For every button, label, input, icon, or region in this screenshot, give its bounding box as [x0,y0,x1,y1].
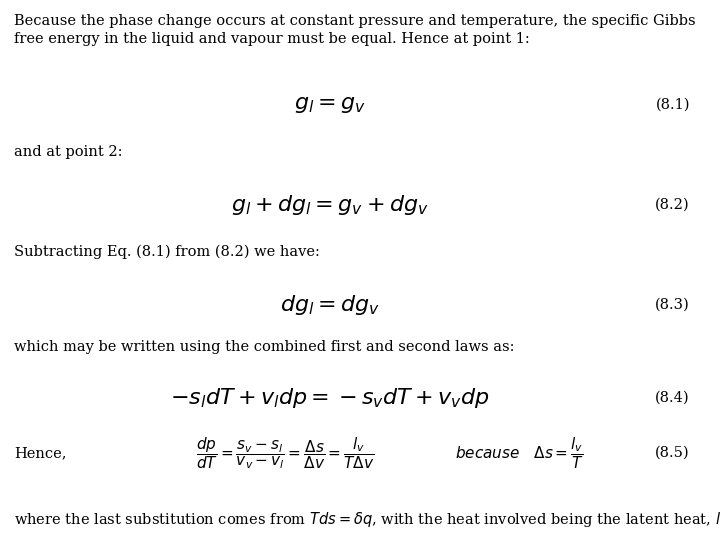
Text: (8.5): (8.5) [655,446,690,460]
Text: $because \quad \Delta s = \dfrac{l_v}{T}$: $because \quad \Delta s = \dfrac{l_v}{T}… [456,435,585,471]
Text: (8.2): (8.2) [655,198,690,212]
Text: (8.3): (8.3) [655,298,690,312]
Text: (8.1): (8.1) [655,98,690,112]
Text: Because the phase change occurs at constant pressure and temperature, the specif: Because the phase change occurs at const… [14,14,696,28]
Text: Subtracting Eq. (8.1) from (8.2) we have:: Subtracting Eq. (8.1) from (8.2) we have… [14,245,320,259]
Text: which may be written using the combined first and second laws as:: which may be written using the combined … [14,340,515,354]
Text: $-s_l dT + v_l dp = -s_v dT + v_v dp$: $-s_l dT + v_l dp = -s_v dT + v_v dp$ [170,386,490,410]
Text: $g_l = g_v$: $g_l = g_v$ [294,95,366,115]
Text: free energy in the liquid and vapour must be equal. Hence at point 1:: free energy in the liquid and vapour mus… [14,32,530,46]
Text: where the last substitution comes from $Tds=\delta q$, with the heat involved be: where the last substitution comes from $… [14,510,720,529]
Text: Hence,: Hence, [14,446,66,460]
Text: $dg_l = dg_v$: $dg_l = dg_v$ [280,293,380,317]
Text: $g_l + dg_l = g_v + dg_v$: $g_l + dg_l = g_v + dg_v$ [231,193,429,217]
Text: $\dfrac{dp}{dT} = \dfrac{s_v - s_l}{v_v - v_l} = \dfrac{\Delta s}{\Delta v} = \d: $\dfrac{dp}{dT} = \dfrac{s_v - s_l}{v_v … [196,435,374,471]
Text: and at point 2:: and at point 2: [14,145,122,159]
Text: (8.4): (8.4) [655,391,690,405]
